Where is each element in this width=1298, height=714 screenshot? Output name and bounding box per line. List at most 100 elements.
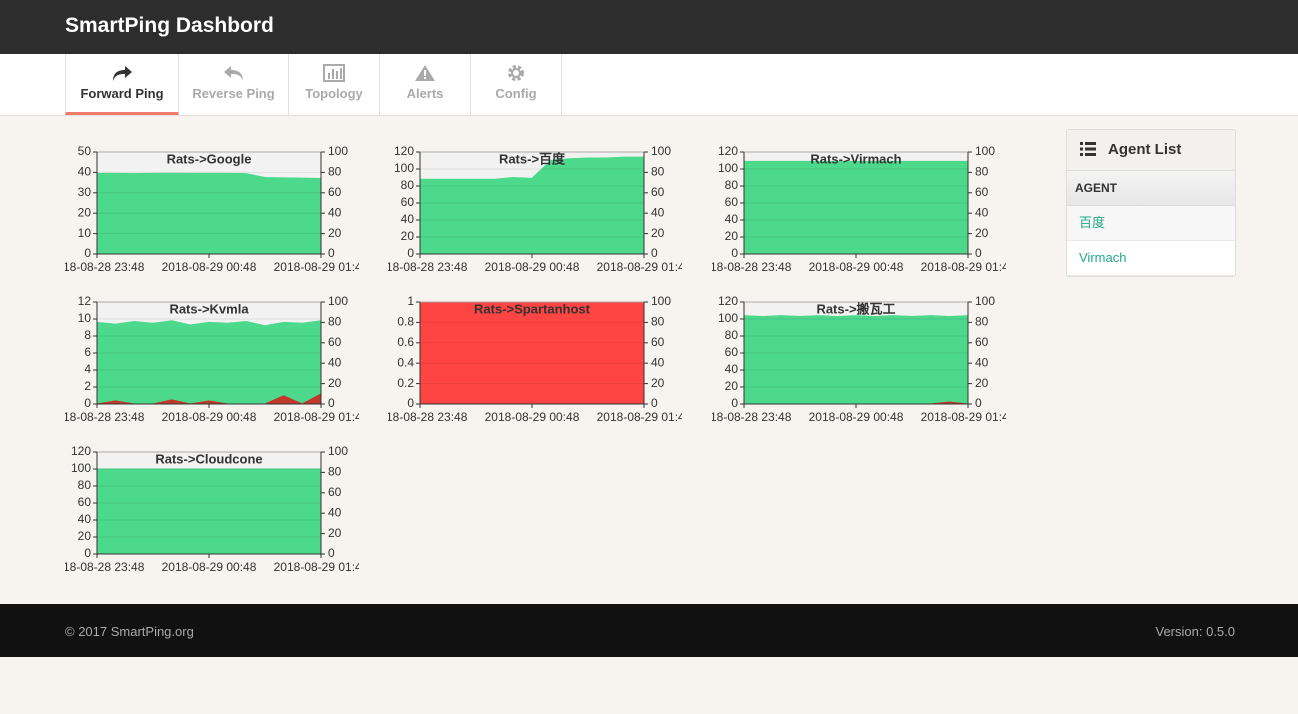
y-tick-label: 60 [725, 345, 739, 359]
x-tick-label: 2018-08-29 00:48 [162, 560, 257, 574]
y2-tick-label: 40 [651, 205, 665, 219]
y2-tick-label: 20 [975, 226, 989, 240]
x-tick-label: 2018-08-29 01:48 [597, 260, 692, 274]
y-tick-label: 100 [718, 311, 738, 325]
y-tick-label: 1 [407, 294, 414, 308]
chart: 0 2 4 6 8 10 12 0 20 40 60 80 100 2018-08-28 23:48 201… [50, 294, 359, 424]
y-tick-label: 60 [78, 495, 92, 509]
x-tick-label: 2018-08-28 23:48 [50, 410, 145, 424]
panel-title-text: Agent List [1108, 141, 1182, 158]
area [96, 172, 322, 255]
app-title[interactable]: SmartPing Dashbord [65, 14, 274, 37]
y-tick-label: 120 [718, 144, 738, 158]
y-tick-label: 100 [71, 461, 91, 475]
y-tick-label: 40 [725, 212, 739, 226]
y2-tick-label: 20 [651, 376, 665, 390]
x-tick-label: 2018-08-28 23:48 [373, 260, 468, 274]
y-tick-label: 0.2 [397, 376, 414, 390]
y-tick-label: 100 [394, 161, 414, 175]
agent-link[interactable]: 百度 [1067, 206, 1235, 241]
y2-tick-label: 100 [328, 144, 348, 158]
chart: 0 20 40 60 80 100 120 0 20 40 60 80 100 2018-08-28 23… [65, 444, 369, 574]
agent-link[interactable]: Virmach [1067, 241, 1235, 276]
y2-tick-label: 80 [328, 165, 342, 179]
x-tick-label: 2018-08-29 00:48 [485, 410, 580, 424]
x-tick-label: 2018-08-29 00:48 [162, 410, 257, 424]
tab[interactable]: Reverse Ping [179, 54, 289, 115]
y-tick-label: 60 [725, 195, 739, 209]
y2-tick-label: 60 [328, 485, 342, 499]
y-tick-label: 0 [84, 546, 91, 560]
y2-tick-label: 80 [651, 165, 665, 179]
y-tick-label: 6 [84, 345, 91, 359]
x-tick-label: 2018-08-29 01:48 [921, 410, 1016, 424]
y2-tick-label: 0 [328, 396, 335, 410]
y-tick-label: 80 [78, 478, 92, 492]
y2-tick-label: 60 [975, 335, 989, 349]
y2-tick-label: 100 [328, 294, 348, 308]
tab-bar: Forward Ping Reverse Ping Topology Alert… [0, 54, 1298, 116]
column-header: AGENT [1067, 171, 1235, 206]
x-tick-label: 2018-08-29 01:48 [597, 410, 692, 424]
tab[interactable]: Topology [289, 54, 380, 115]
y-tick-label: 0.6 [397, 335, 414, 349]
y-tick-label: 120 [71, 444, 91, 458]
chart: 0 20 40 60 80 100 120 0 20 40 60 80 100 2018-08-28 23… [697, 144, 1016, 274]
tab[interactable]: Forward Ping [65, 54, 179, 115]
y-tick-label: 100 [718, 161, 738, 175]
area [96, 320, 322, 405]
y2-tick-label: 0 [975, 246, 982, 260]
chart-title: Rats->Google [167, 151, 252, 166]
x-tick-label: 2018-08-29 01:48 [274, 560, 369, 574]
y2-tick-label: 20 [328, 376, 342, 390]
y-tick-label: 60 [401, 195, 415, 209]
y-tick-label: 0 [407, 396, 414, 410]
y2-tick-label: 40 [975, 205, 989, 219]
y-tick-label: 20 [725, 379, 739, 393]
y-tick-label: 20 [725, 229, 739, 243]
y2-tick-label: 60 [328, 335, 342, 349]
y-tick-label: 30 [78, 185, 92, 199]
y2-tick-label: 80 [328, 315, 342, 329]
y2-tick-label: 40 [651, 355, 665, 369]
y-tick-label: 20 [78, 529, 92, 543]
chart: 0 10 20 30 40 50 0 20 40 60 80 100 2018-08-28 23:48 2… [65, 144, 369, 274]
header: SmartPing Dashbord [0, 0, 1298, 54]
area [743, 160, 969, 255]
tab[interactable]: Config [471, 54, 562, 115]
x-tick-label: 2018-08-28 23:48 [697, 260, 792, 274]
x-tick-label: 2018-08-29 01:48 [921, 260, 1016, 274]
y-tick-label: 10 [78, 311, 92, 325]
y-tick-label: 0 [731, 246, 738, 260]
y2-tick-label: 100 [651, 144, 671, 158]
chart: 0 0.2 0.4 0.6 0.8 1 0 20 40 60 80 100 2018-08-28 23:… [373, 294, 692, 424]
chart-title: Rats->搬瓦工 [816, 301, 895, 316]
chart-title: Rats->Cloudcone [155, 451, 262, 466]
y2-tick-label: 40 [328, 205, 342, 219]
chart: 0 20 40 60 80 100 120 0 20 40 60 80 100 2018-08-28 23… [373, 144, 692, 274]
x-tick-label: 2018-08-29 00:48 [809, 260, 904, 274]
x-tick-label: 2018-08-29 01:48 [274, 260, 369, 274]
y2-tick-label: 80 [328, 465, 342, 479]
y2-tick-label: 100 [328, 444, 348, 458]
agent-list: Agent List AGENT 百度 Virmach [1066, 129, 1236, 277]
area [96, 468, 322, 555]
y2-tick-label: 0 [975, 396, 982, 410]
panel-title: Agent List [1067, 130, 1235, 171]
x-tick-label: 2018-08-28 23:48 [373, 410, 468, 424]
y2-tick-label: 20 [651, 226, 665, 240]
tab-label: Alerts [406, 86, 444, 101]
y-tick-label: 0 [84, 246, 91, 260]
tab[interactable]: Alerts [380, 54, 471, 115]
y2-tick-label: 40 [328, 355, 342, 369]
x-tick-label: 2018-08-28 23:48 [697, 410, 792, 424]
tab-label: Config [495, 86, 537, 101]
y-tick-label: 20 [401, 229, 415, 243]
y-tick-label: 0 [84, 396, 91, 410]
y-tick-label: 0 [731, 396, 738, 410]
y2-tick-label: 100 [975, 294, 995, 308]
area [419, 301, 645, 405]
y2-tick-label: 0 [328, 246, 335, 260]
